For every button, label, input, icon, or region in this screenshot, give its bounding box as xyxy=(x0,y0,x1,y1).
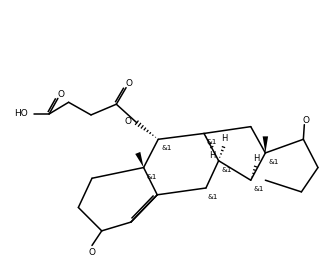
Text: &1: &1 xyxy=(268,159,279,165)
Text: O: O xyxy=(303,116,310,125)
Text: O: O xyxy=(125,117,132,126)
Text: O: O xyxy=(57,90,64,99)
Text: O: O xyxy=(89,248,96,257)
Text: H: H xyxy=(253,154,260,163)
Text: &1: &1 xyxy=(254,186,264,192)
Text: H: H xyxy=(209,151,216,160)
Text: &1: &1 xyxy=(221,167,232,173)
Polygon shape xyxy=(135,152,144,167)
Text: H: H xyxy=(221,134,228,143)
Text: HO: HO xyxy=(14,109,28,118)
Text: &1: &1 xyxy=(147,174,157,180)
Polygon shape xyxy=(263,136,268,153)
Text: O: O xyxy=(126,79,133,88)
Text: &1: &1 xyxy=(207,139,217,145)
Text: &1: &1 xyxy=(208,194,218,200)
Text: &1: &1 xyxy=(161,145,171,151)
